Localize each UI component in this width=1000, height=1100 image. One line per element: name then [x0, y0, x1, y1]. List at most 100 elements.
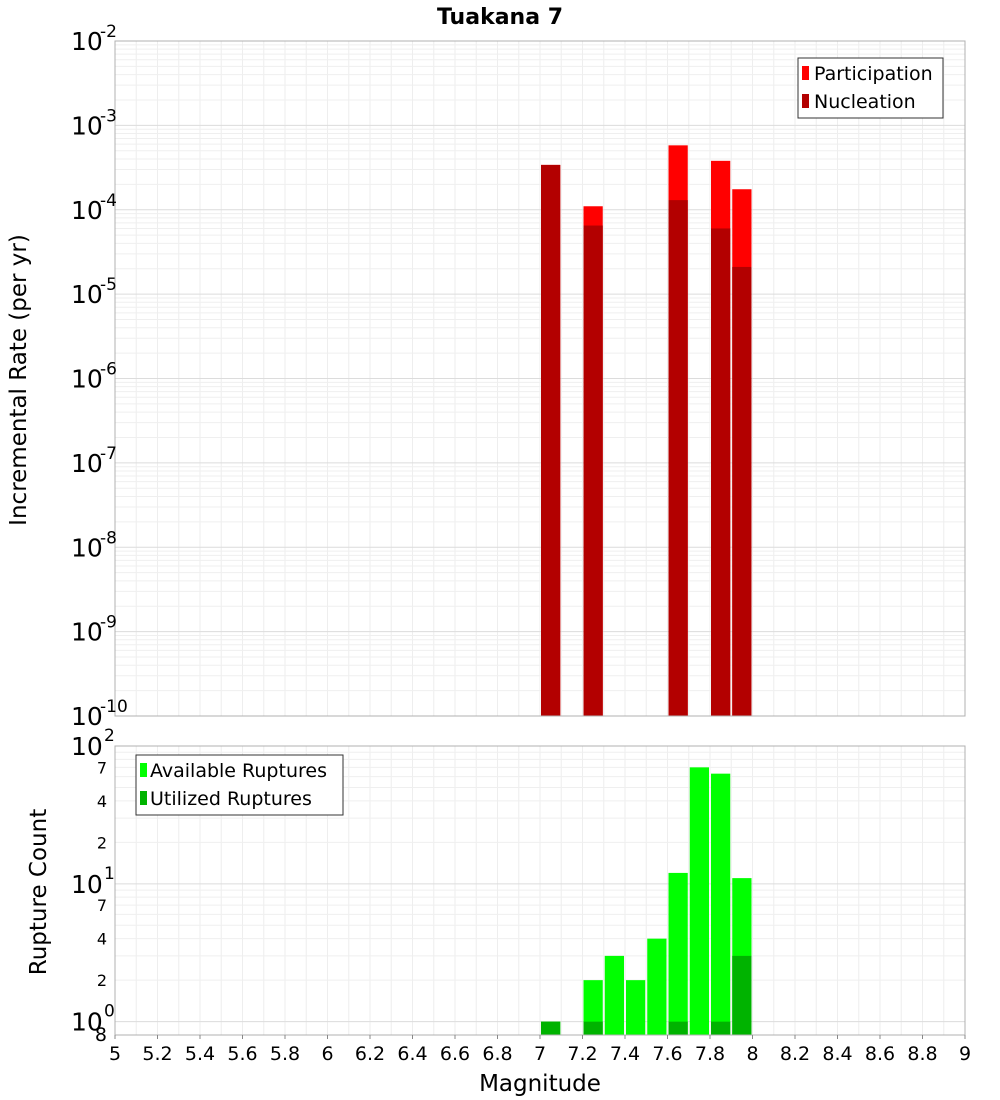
x-tick-label: 7: [534, 1043, 546, 1065]
rate-y-ticks: 10-210-310-410-510-610-710-810-910-10: [71, 22, 128, 731]
count-legend-box: [135, 754, 344, 816]
x-tick-label: 5.2: [142, 1043, 172, 1065]
rate-y-tick-exponent: -9: [100, 613, 117, 633]
rate-legend: Participation Nucleation: [797, 57, 944, 119]
rate-y-tick-base: 10: [71, 533, 103, 562]
count-y-minor-tick-label: 2: [97, 833, 107, 852]
count-y-minor-tick-label: 7: [97, 758, 107, 777]
rate-y-tick-exponent: -8: [100, 528, 117, 548]
legend-swatch-participation: [802, 66, 809, 80]
chart-title: Tuakana 7: [437, 5, 563, 30]
x-tick-label: 7.6: [652, 1043, 682, 1065]
x-tick-label: 8.2: [780, 1043, 810, 1065]
rate-y-tick-label: 10-9: [71, 613, 117, 647]
rate-y-tick-exponent: -5: [100, 275, 117, 295]
count-y-major-tick: 10 0: [71, 1002, 115, 1037]
rate-y-tick-label: 10-2: [71, 22, 117, 56]
rate-plot-border: [114, 40, 966, 717]
count-y-axis-label: Rupture Count: [26, 809, 52, 975]
x-tick-label: 8.6: [865, 1043, 895, 1065]
x-tick-label: 5.4: [185, 1043, 215, 1065]
rate-y-tick-exponent: -3: [100, 106, 117, 126]
rate-y-tick-base: 10: [71, 111, 103, 140]
rate-gridlines: [114, 41, 966, 717]
available-ruptures-bar: [647, 938, 667, 1035]
rate-bars: [541, 145, 752, 717]
rate-panel: 10-210-310-410-510-610-710-810-910-10 In…: [6, 22, 966, 731]
rate-y-tick-base: 10: [71, 449, 103, 478]
rate-y-tick-base: 10: [71, 618, 103, 647]
x-tick-label: 6.2: [355, 1043, 385, 1065]
rate-y-tick-exponent: -4: [100, 191, 117, 211]
rate-y-tick-base: 10: [71, 365, 103, 394]
available-ruptures-bar: [583, 980, 603, 1035]
x-tick-label: 7.8: [695, 1043, 725, 1065]
rate-y-tick-base: 10: [71, 196, 103, 225]
utilized-ruptures-bar: [583, 1021, 603, 1035]
rate-y-tick-base: 10: [71, 702, 103, 731]
legend-label-utilized: Utilized Ruptures: [150, 788, 312, 810]
legend-label-participation: Participation: [814, 63, 933, 85]
x-tick-label: 8.8: [907, 1043, 937, 1065]
rate-y-tick-base: 10: [71, 27, 103, 56]
available-ruptures-bar: [668, 872, 688, 1035]
count-y-minor-tick-label: 4: [97, 930, 107, 949]
count-y-minor-tick-label: 2: [97, 971, 107, 990]
rate-y-tick-label: 10-7: [71, 444, 117, 478]
available-ruptures-bar: [711, 773, 731, 1035]
rate-y-tick-base: 10: [71, 280, 103, 309]
x-tick-label: 6.6: [440, 1043, 470, 1065]
count-y-minor-tick-label: 4: [97, 792, 107, 811]
x-tick-label: 7.4: [610, 1043, 640, 1065]
x-tick-label: 8: [746, 1043, 758, 1065]
available-ruptures-bar: [604, 955, 624, 1035]
nucleation-bar: [541, 164, 561, 716]
nucleation-bar: [732, 266, 752, 716]
rate-y-tick-exponent: -6: [100, 360, 117, 380]
count-y-tick-exponent: 0: [104, 1002, 115, 1022]
rate-y-tick-label: 10-4: [71, 191, 117, 225]
x-tick-label: 6: [321, 1043, 333, 1065]
rate-y-tick-exponent: -7: [100, 444, 117, 464]
count-y-tick-base: 10: [71, 870, 103, 899]
count-y-major-tick: 10 2: [71, 726, 115, 761]
x-axis-label: Magnitude: [479, 1071, 601, 1097]
count-legend: Available Ruptures Utilized Ruptures: [135, 754, 344, 816]
nucleation-bar: [583, 225, 603, 716]
count-y-minor-tick-label: 7: [97, 896, 107, 915]
rate-y-tick-exponent: -10: [100, 697, 128, 717]
rate-legend-box: [797, 57, 944, 119]
rate-y-tick-label: 10-8: [71, 528, 117, 562]
x-tick-label: 7.2: [567, 1043, 597, 1065]
x-tick-label: 9: [959, 1043, 971, 1065]
legend-swatch-utilized: [140, 791, 147, 805]
legend-label-available: Available Ruptures: [150, 760, 327, 782]
x-tick-label: 6.8: [482, 1043, 512, 1065]
utilized-ruptures-bar: [668, 1021, 688, 1035]
x-tick-label: 5.6: [227, 1043, 257, 1065]
x-tick-label: 5: [109, 1043, 121, 1065]
count-y-tick-base: 10: [71, 732, 103, 761]
x-tick-label: 8.4: [822, 1043, 852, 1065]
count-y-major-tick: 10 1: [71, 864, 115, 899]
x-tick-label: 5.8: [270, 1043, 300, 1065]
legend-label-nucleation: Nucleation: [814, 91, 916, 113]
available-ruptures-bar: [689, 767, 709, 1035]
magnitude-x-ticks: 5 5.2 5.4 5.6 5.8 6 6.2 6.4 6.6 6.8 7 7.2 7.4 7.6 7.8 8…: [109, 1035, 971, 1065]
available-ruptures-bar: [626, 980, 646, 1035]
nucleation-bar: [668, 200, 688, 716]
legend-swatch-available: [140, 763, 147, 777]
legend-swatch-nucleation: [802, 94, 809, 108]
count-y-tick-base: 10: [71, 1008, 103, 1037]
count-y-minor-tick-label: 8: [95, 1024, 107, 1046]
rate-y-axis-label: Incremental Rate (per yr): [6, 234, 32, 526]
count-gridlines: [114, 745, 966, 1035]
utilized-ruptures-bar: [541, 1021, 561, 1035]
rate-y-tick-label: 10-6: [71, 360, 117, 394]
rate-y-tick-label: 10-10: [71, 697, 128, 731]
count-y-tick-exponent: 2: [104, 726, 115, 746]
utilized-ruptures-bar: [732, 955, 752, 1035]
